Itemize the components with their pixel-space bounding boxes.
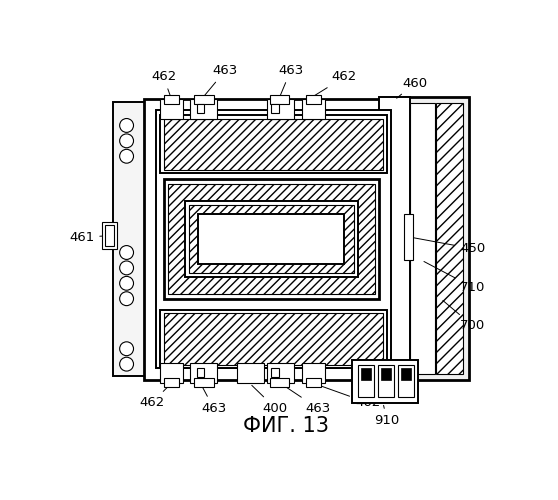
Text: 450: 450	[413, 238, 485, 255]
Bar	[198, 214, 344, 264]
Text: 700: 700	[443, 300, 485, 332]
Circle shape	[119, 118, 133, 132]
Bar	[194, 378, 214, 387]
Text: ФИГ. 13: ФИГ. 13	[243, 416, 329, 436]
Bar	[404, 97, 469, 380]
Text: 710: 710	[424, 262, 485, 294]
Bar	[381, 368, 392, 380]
Bar	[267, 98, 295, 119]
Text: 461: 461	[69, 230, 110, 243]
Bar	[271, 368, 279, 377]
Bar	[267, 362, 295, 384]
Bar	[160, 98, 183, 119]
Text: 910: 910	[374, 406, 400, 427]
Bar	[189, 205, 354, 274]
Bar	[302, 98, 325, 119]
Bar	[168, 184, 374, 294]
Bar	[306, 94, 321, 104]
Bar	[145, 98, 402, 380]
Text: 400: 400	[252, 386, 288, 414]
Text: 463: 463	[278, 64, 303, 96]
Text: 462: 462	[316, 384, 380, 409]
Bar	[270, 378, 289, 387]
Bar	[271, 104, 279, 113]
Circle shape	[119, 261, 133, 275]
Bar	[102, 222, 117, 248]
Bar	[379, 97, 410, 380]
Bar	[113, 102, 156, 376]
Bar	[160, 310, 387, 368]
Bar	[190, 362, 218, 384]
Circle shape	[119, 134, 133, 148]
Circle shape	[119, 276, 133, 290]
Bar	[163, 94, 179, 104]
Bar	[156, 110, 391, 368]
Circle shape	[119, 150, 133, 163]
Bar	[401, 368, 411, 380]
Bar	[398, 365, 414, 398]
Bar	[270, 94, 289, 104]
Text: 463: 463	[201, 386, 226, 414]
Bar	[358, 365, 374, 398]
Text: 462: 462	[312, 70, 357, 97]
Text: 463: 463	[283, 385, 330, 414]
Bar	[410, 103, 435, 374]
Circle shape	[119, 246, 133, 260]
Bar	[163, 314, 383, 365]
Circle shape	[119, 342, 133, 355]
Bar	[237, 362, 263, 384]
Text: 460: 460	[397, 76, 427, 98]
Bar	[360, 368, 372, 380]
Bar	[436, 103, 463, 374]
Text: 463: 463	[204, 64, 238, 96]
Circle shape	[119, 292, 133, 306]
Bar	[190, 98, 218, 119]
Bar	[404, 214, 413, 260]
Bar	[306, 378, 321, 387]
Bar	[160, 362, 183, 384]
Text: 462: 462	[151, 70, 176, 96]
Bar	[163, 378, 179, 387]
Circle shape	[119, 357, 133, 371]
Bar	[105, 225, 114, 246]
Bar	[352, 360, 417, 403]
Bar	[194, 94, 214, 104]
Bar	[302, 362, 325, 384]
Bar	[378, 365, 394, 398]
Bar	[196, 368, 204, 377]
Bar	[163, 118, 383, 170]
Bar	[185, 201, 358, 277]
Text: 462: 462	[140, 386, 169, 409]
Bar	[196, 104, 204, 113]
Bar	[160, 116, 387, 173]
Bar	[163, 180, 379, 298]
